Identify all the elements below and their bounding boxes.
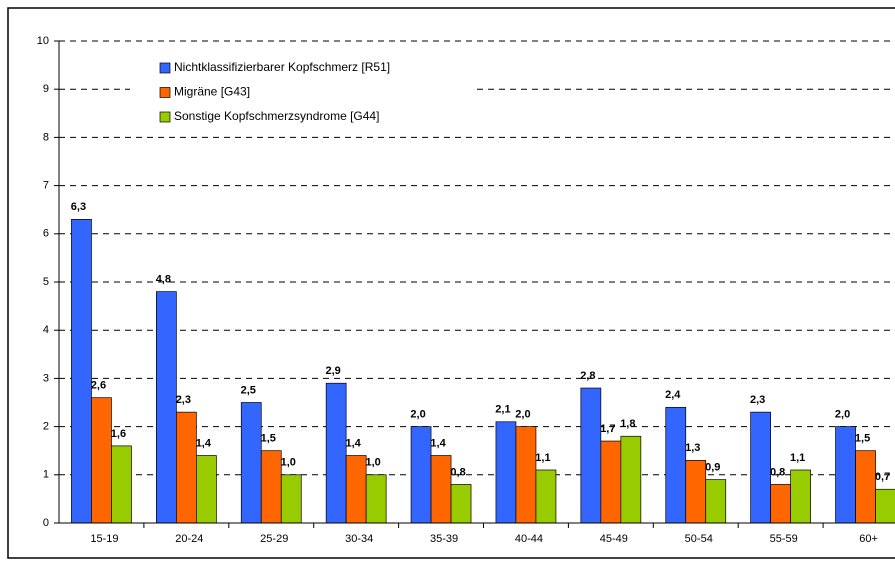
bar (240, 402, 262, 524)
value-label: 1,0 (281, 457, 296, 469)
value-label: 1,4 (430, 437, 446, 449)
bar (495, 421, 517, 524)
y-tick-label: 5 (43, 276, 49, 288)
value-label: 1,3 (685, 442, 700, 454)
bar (770, 484, 792, 524)
bar (260, 450, 282, 524)
bar (875, 488, 895, 524)
bar (580, 387, 602, 524)
legend-box (130, 55, 475, 131)
value-label: 2,9 (326, 365, 341, 377)
bar (685, 459, 707, 524)
legend-label: Migräne [G43] (174, 85, 250, 99)
bar (156, 291, 177, 524)
bar (450, 484, 472, 524)
x-tick-label: 40-44 (515, 533, 543, 545)
value-label: 1,6 (111, 428, 126, 440)
value-label: 1,7 (600, 423, 615, 435)
bar (365, 474, 387, 524)
bar (855, 450, 876, 524)
bar (430, 455, 452, 524)
x-tick-label: 55-59 (770, 533, 798, 545)
x-tick-label: 60+ (859, 533, 878, 545)
bar (410, 426, 432, 524)
y-tick-label: 2 (43, 421, 49, 433)
y-tick-label: 6 (43, 228, 49, 240)
value-label: 1,4 (346, 437, 362, 449)
legend-swatch (159, 111, 171, 123)
bar (280, 474, 302, 524)
legend-label: Nichtklassifizierbarer Kopfschmerz [R51] (174, 60, 390, 74)
value-label: 1,4 (196, 437, 212, 449)
value-label: 1,8 (620, 418, 635, 430)
bar (835, 426, 856, 524)
value-label: 0,7 (875, 471, 890, 483)
y-tick-label: 3 (43, 372, 49, 384)
legend-swatch (159, 62, 171, 74)
value-label: 2,4 (665, 389, 681, 401)
value-label: 4,8 (156, 274, 171, 286)
bar (750, 411, 772, 524)
x-tick-label: 50-54 (685, 533, 713, 545)
value-label: 2,0 (410, 409, 425, 421)
bar (705, 479, 727, 524)
x-tick-label: 20-24 (175, 533, 203, 545)
value-label: 2,3 (176, 394, 191, 406)
value-label: 2,1 (495, 404, 510, 416)
value-label: 1,5 (261, 433, 276, 445)
bar (91, 397, 112, 524)
value-label: 0,8 (450, 466, 465, 478)
value-label: 2,0 (515, 409, 530, 421)
bar (665, 406, 687, 524)
value-label: 0,8 (770, 466, 785, 478)
value-label: 2,3 (750, 394, 765, 406)
bar (196, 455, 217, 524)
value-label: 1,1 (535, 452, 550, 464)
bar (535, 469, 557, 524)
value-label: 2,5 (241, 384, 256, 396)
bar (790, 469, 812, 524)
y-tick-label: 8 (43, 131, 49, 143)
y-tick-label: 10 (37, 35, 49, 47)
bar (345, 455, 367, 524)
x-tick-label: 25-29 (260, 533, 288, 545)
x-tick-label: 30-34 (345, 533, 373, 545)
legend-swatch (159, 87, 171, 98)
y-tick-label: 4 (43, 324, 49, 336)
y-tick-label: 7 (43, 180, 49, 192)
value-label: 2,0 (835, 409, 850, 421)
bar (620, 435, 642, 524)
value-label: 0,9 (705, 462, 720, 474)
y-tick-label: 0 (43, 517, 49, 529)
legend-label: Sonstige Kopfschmerzsyndrome [G44] (174, 109, 379, 123)
bar (176, 411, 197, 524)
bar (325, 382, 347, 524)
x-tick-label: 35-39 (430, 533, 458, 545)
x-tick-label: 45-49 (600, 533, 628, 545)
value-label: 1,5 (855, 433, 870, 445)
value-label: 1,0 (366, 457, 381, 469)
bar (71, 218, 92, 524)
bar (600, 440, 622, 524)
value-label: 1,1 (790, 452, 805, 464)
y-tick-label: 1 (43, 469, 49, 481)
value-label: 2,8 (580, 370, 595, 382)
bar (111, 445, 132, 524)
bar (515, 426, 537, 524)
value-label: 2,6 (91, 380, 106, 392)
value-label: 6,3 (71, 201, 86, 213)
x-tick-label: 15-19 (90, 533, 118, 545)
y-tick-label: 9 (43, 83, 49, 95)
